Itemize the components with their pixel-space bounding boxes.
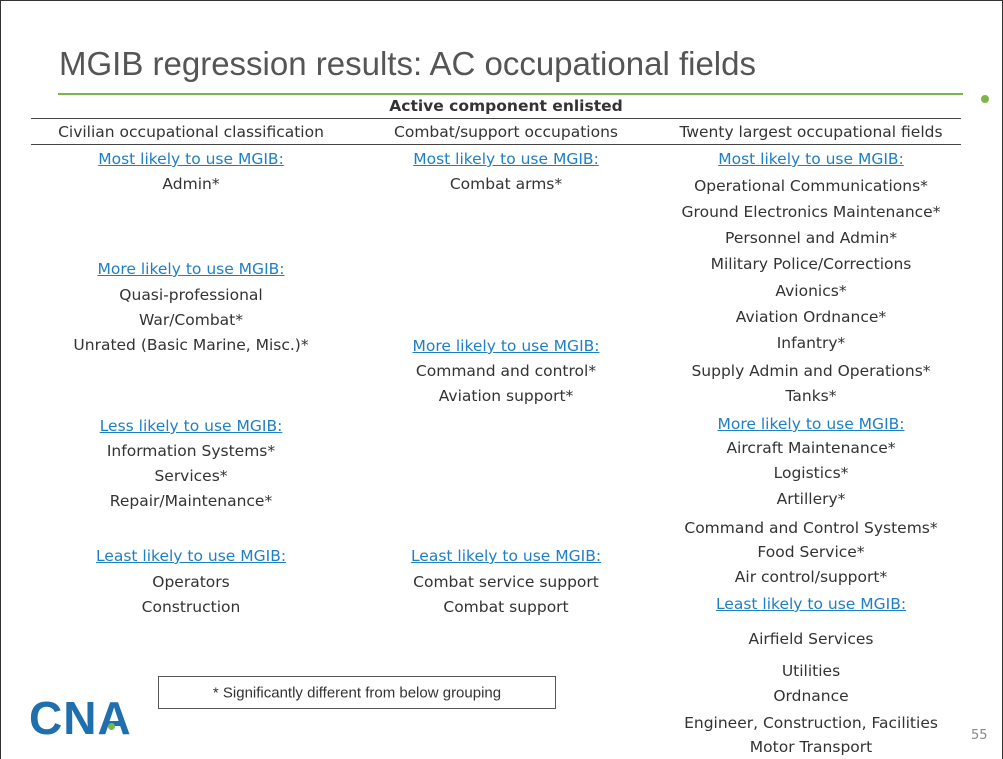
group-label: Most likely to use MGIB:: [413, 150, 599, 168]
table-rule-header: [31, 144, 961, 145]
group-item: Construction: [141, 598, 241, 616]
group-item: Admin*: [162, 175, 220, 193]
group-item: Ordnance: [773, 687, 849, 705]
group-item: Artillery*: [776, 490, 846, 508]
group-item: Operators: [152, 573, 230, 591]
title-rule: [58, 93, 963, 95]
group-label: Least likely to use MGIB:: [95, 547, 287, 565]
group-item: Aviation support*: [438, 387, 574, 405]
group-item: Information Systems*: [106, 442, 276, 460]
logo-dot: [108, 723, 115, 730]
table-rule-top: [31, 118, 961, 119]
page-number: 55: [971, 728, 988, 743]
column-heading: Combat/support occupations: [394, 123, 618, 141]
group-item: War/Combat*: [139, 311, 243, 329]
group-item: Unrated (Basic Marine, Misc.)*: [73, 336, 309, 354]
group-item: Infantry*: [776, 334, 846, 352]
group-item: Supply Admin and Operations*: [691, 362, 931, 380]
group-item: Engineer, Construction, Facilities: [684, 714, 938, 732]
group-item: Tanks*: [785, 387, 837, 405]
group-item: Repair/Maintenance*: [109, 492, 273, 510]
title-dot: [981, 95, 989, 103]
group-label: More likely to use MGIB:: [412, 337, 600, 355]
note-box: [158, 676, 556, 709]
group-item: Combat service support: [413, 573, 599, 591]
group-label: Least likely to use MGIB:: [715, 595, 907, 613]
group-item: Command and control*: [415, 362, 597, 380]
group-item: Avionics*: [775, 282, 847, 300]
group-label: Most likely to use MGIB:: [718, 150, 904, 168]
group-item: Combat arms*: [449, 175, 563, 193]
title: MGIB regression results: AC occupational…: [59, 45, 756, 82]
group-item: Utilities: [781, 662, 841, 680]
group-item: Motor Transport: [749, 738, 873, 756]
group-item: Command and Control Systems*: [684, 519, 938, 537]
group-item: Quasi-professional: [119, 286, 263, 304]
note: * Significantly different from below gro…: [212, 684, 502, 702]
group-item: Logistics*: [773, 464, 849, 482]
group-label: Most likely to use MGIB:: [98, 150, 284, 168]
logo: CNA: [29, 692, 132, 744]
group-item: Operational Communications*: [694, 177, 928, 195]
group-item: Military Police/Corrections: [710, 255, 912, 273]
group-item: Airfield Services: [748, 630, 874, 648]
group-item: Aircraft Maintenance*: [726, 439, 896, 457]
group-item: Combat support: [443, 598, 569, 616]
group-item: Services*: [154, 467, 228, 485]
group-label: Less likely to use MGIB:: [99, 417, 283, 435]
group-item: Food Service*: [757, 543, 865, 561]
table-title: Active component enlisted: [389, 97, 623, 115]
group-item: Ground Electronics Maintenance*: [681, 203, 941, 221]
group-item: Aviation Ordnance*: [735, 308, 887, 326]
group-label: More likely to use MGIB:: [717, 415, 905, 433]
column-heading: Twenty largest occupational fields: [679, 123, 943, 141]
group-item: Air control/support*: [734, 568, 888, 586]
column-heading: Civilian occupational classification: [58, 123, 324, 141]
group-label: Least likely to use MGIB:: [410, 547, 602, 565]
group-label: More likely to use MGIB:: [97, 260, 285, 278]
group-item: Personnel and Admin*: [725, 229, 897, 247]
